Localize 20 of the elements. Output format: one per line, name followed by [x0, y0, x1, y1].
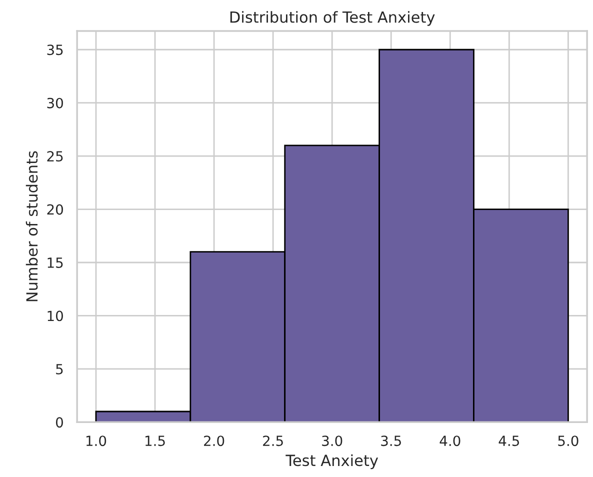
- y-tick-label: 25: [47, 151, 63, 162]
- x-tick-label: 2.5: [263, 436, 283, 446]
- x-tick-label: 1.5: [145, 436, 165, 446]
- x-tick-label: 5.0: [558, 436, 578, 446]
- y-tick-label: 5: [56, 364, 63, 374]
- y-axis-title: Number of students: [26, 151, 38, 302]
- y-tick-label: 10: [48, 310, 63, 322]
- chart-title: Distribution of Test Anxiety: [230, 11, 435, 26]
- y-tick-label: 30: [47, 98, 63, 108]
- x-tick-label: 4.0: [440, 436, 460, 446]
- x-tick-label: 3.5: [381, 436, 401, 446]
- x-axis-title: Test Anxiety: [286, 454, 378, 470]
- y-tick-label: 15: [48, 258, 63, 268]
- y-tick-label: 0: [56, 417, 63, 428]
- y-tick-label: 35: [47, 44, 63, 56]
- x-tick-label: 2.0: [204, 436, 224, 446]
- x-tick-label: 1.0: [86, 436, 106, 446]
- x-tick-label: 3.0: [322, 436, 342, 446]
- y-tick-label: 20: [47, 204, 63, 215]
- x-tick-label: 4.5: [498, 436, 519, 446]
